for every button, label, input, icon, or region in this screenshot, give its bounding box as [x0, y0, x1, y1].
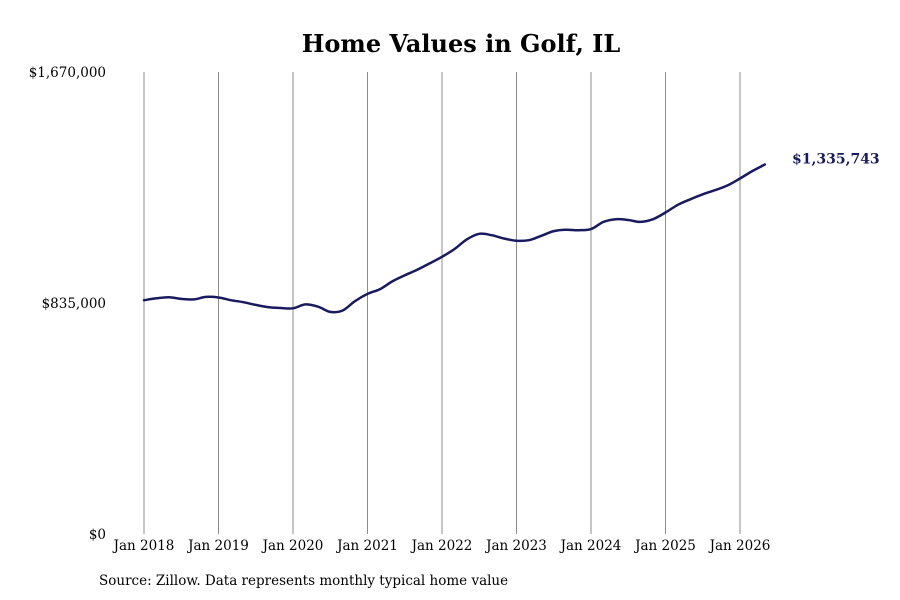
y-tick-label: $0 [89, 527, 106, 543]
latest-value-label: $1,335,743 [792, 152, 880, 168]
source-note: Source: Zillow. Data represents monthly … [99, 573, 509, 589]
y-tick-label: $1,670,000 [29, 65, 106, 81]
x-tick-label: Jan 2019 [186, 538, 249, 554]
y-tick-label: $835,000 [42, 296, 106, 312]
home-value-line [142, 163, 767, 314]
x-tick-label: Jan 2026 [708, 538, 771, 554]
x-tick-label: Jan 2018 [112, 538, 175, 554]
x-tick-label: Jan 2024 [559, 538, 622, 554]
vertical-gridlines [143, 72, 741, 534]
x-tick-label: Jan 2020 [261, 538, 324, 554]
x-axis-ticks: Jan 2018 Jan 2019 Jan 2020 Jan 2021 Jan 2022… [112, 538, 771, 554]
y-axis-ticks: $0 $835,000 $1,670,000 [29, 65, 106, 543]
x-tick-label: Jan 2021 [335, 538, 398, 554]
x-tick-label: Jan 2023 [484, 538, 547, 554]
x-tick-label: Jan 2022 [410, 538, 473, 554]
chart-title: Home Values in Golf, IL [302, 29, 621, 58]
x-tick-label: Jan 2025 [633, 538, 696, 554]
